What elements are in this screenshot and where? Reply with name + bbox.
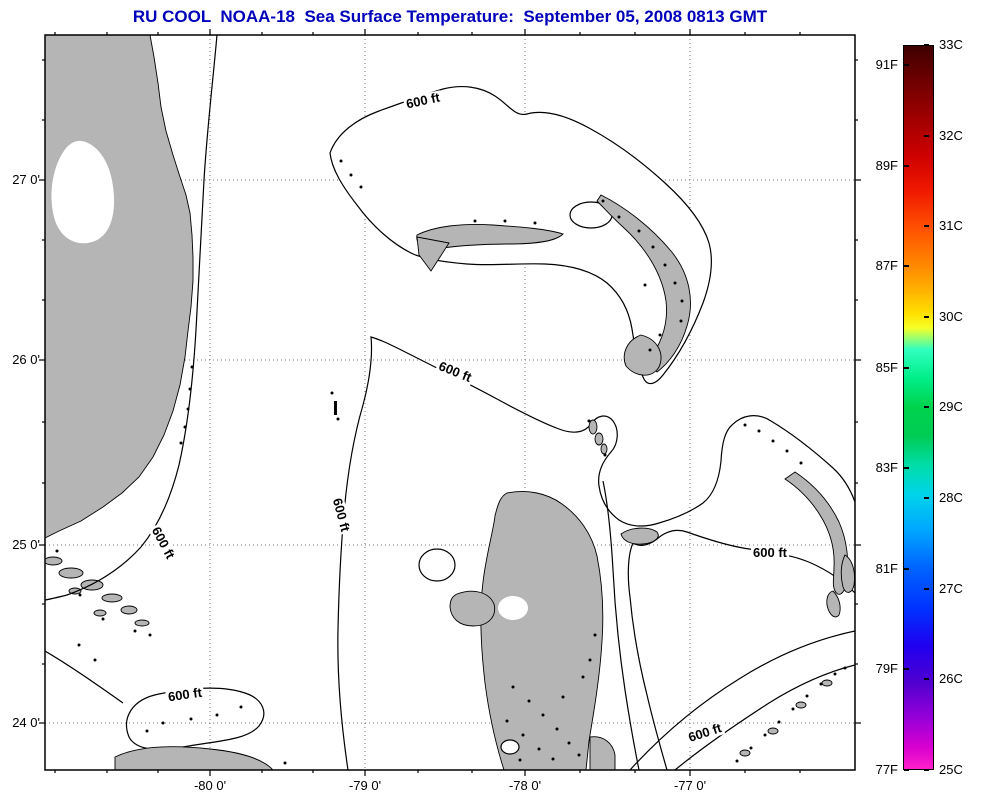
colorbar-tick-left xyxy=(904,165,909,167)
colorbar-tick-left xyxy=(904,568,909,570)
colorbar-tick-right xyxy=(924,497,929,499)
geometry-layer xyxy=(45,35,855,770)
exuma-bank-contour-inner xyxy=(629,630,855,770)
abaco-cays-specks xyxy=(339,159,684,352)
andros-island xyxy=(480,491,604,770)
colorbar-tick-right xyxy=(924,769,929,771)
right-edge-island xyxy=(840,554,855,593)
exuma-bank-contour-outer xyxy=(674,664,855,770)
santaren-channel-contour xyxy=(45,650,124,704)
colorbar-tick-right xyxy=(924,316,929,318)
colorbar-fahrenheit-label: 79F xyxy=(875,661,898,676)
florida-shelf-contour xyxy=(45,35,218,601)
figure-title: RU COOL NOAA-18 Sea Surface Temperature:… xyxy=(132,7,768,26)
colorbar-fahrenheit-label: 83F xyxy=(875,460,898,475)
colorbar-celsius-label: 29C xyxy=(939,399,963,414)
andros-west-shoal xyxy=(449,590,496,627)
eleuthera-island xyxy=(784,471,849,595)
colorbar-fahrenheit-label: 91F xyxy=(875,57,898,72)
cuba-speck xyxy=(283,761,287,765)
andros-southeast-extension xyxy=(589,736,616,770)
great-bahama-bank-contour xyxy=(337,336,855,770)
colorbar-tick-left xyxy=(904,769,909,771)
small-bank-contour-south xyxy=(500,739,520,755)
colorbar-celsius-label: 25C xyxy=(939,762,963,777)
depth-contour-label: 600 ft xyxy=(751,545,789,560)
cay-sal-cays-specks xyxy=(145,705,243,733)
colorbar-fahrenheit-label: 89F xyxy=(875,158,898,173)
y-axis-label: 24 0' xyxy=(12,715,40,730)
eleuthera-bank-specks xyxy=(743,423,803,465)
small-bank-contour-west xyxy=(418,548,456,582)
colorbar-fahrenheit-label: 81F xyxy=(875,561,898,576)
grand-bahama-west-shoal xyxy=(416,236,450,272)
colorbar-tick-left xyxy=(904,367,909,369)
plot-border xyxy=(44,34,856,771)
colorbar-fahrenheit-label: 85F xyxy=(875,360,898,375)
colorbar-fahrenheit-label: 87F xyxy=(875,258,898,273)
colorbar-celsius-label: 28C xyxy=(939,490,963,505)
colorbar xyxy=(903,45,934,770)
colorbar-celsius-label: 33C xyxy=(939,37,963,52)
colorbar-tick-right xyxy=(924,135,929,137)
grand-bahama-specks xyxy=(473,219,537,225)
lake-okeechobee xyxy=(51,140,115,244)
exuma-cays xyxy=(735,666,847,763)
colorbar-tick-right xyxy=(924,406,929,408)
y-axis-label: 25 0' xyxy=(12,537,40,552)
colorbar-celsius-label: 30C xyxy=(939,309,963,324)
colorbar-tick-right xyxy=(924,225,929,227)
bimini-islands xyxy=(330,391,340,421)
colorbar-tick-left xyxy=(904,64,909,66)
x-axis-label: -79 0' xyxy=(348,778,382,793)
colorbar-tick-right xyxy=(924,588,929,590)
cuba-coast xyxy=(114,746,274,770)
colorbar-tick-right xyxy=(924,44,929,46)
colorbar-tick-left xyxy=(904,668,909,670)
colorbar-celsius-label: 31C xyxy=(939,218,963,233)
colorbar-celsius-label: 32C xyxy=(939,128,963,143)
florida-keys xyxy=(45,549,152,662)
berry-islands xyxy=(587,419,608,457)
tongue-of-the-ocean-contour xyxy=(602,480,640,770)
x-axis-label: -80 0' xyxy=(193,778,227,793)
andros-bight xyxy=(498,596,528,620)
new-providence-island xyxy=(620,527,659,545)
colorbar-fahrenheit-label: 77F xyxy=(875,762,898,777)
x-axis-label: -78 0' xyxy=(508,778,542,793)
colorbar-celsius-label: 26C xyxy=(939,671,963,686)
x-axis-label: -77 0' xyxy=(673,778,707,793)
abaco-south-blob xyxy=(623,334,662,376)
colorbar-tick-right xyxy=(924,678,929,680)
colorbar-celsius-label: 27C xyxy=(939,581,963,596)
colorbar-tick-left xyxy=(904,265,909,267)
colorbar-tick-left xyxy=(904,467,909,469)
y-axis-label: 27 0' xyxy=(12,172,40,187)
eleuthera-south-tail xyxy=(826,590,841,618)
y-axis-label: 26 0' xyxy=(12,352,40,367)
